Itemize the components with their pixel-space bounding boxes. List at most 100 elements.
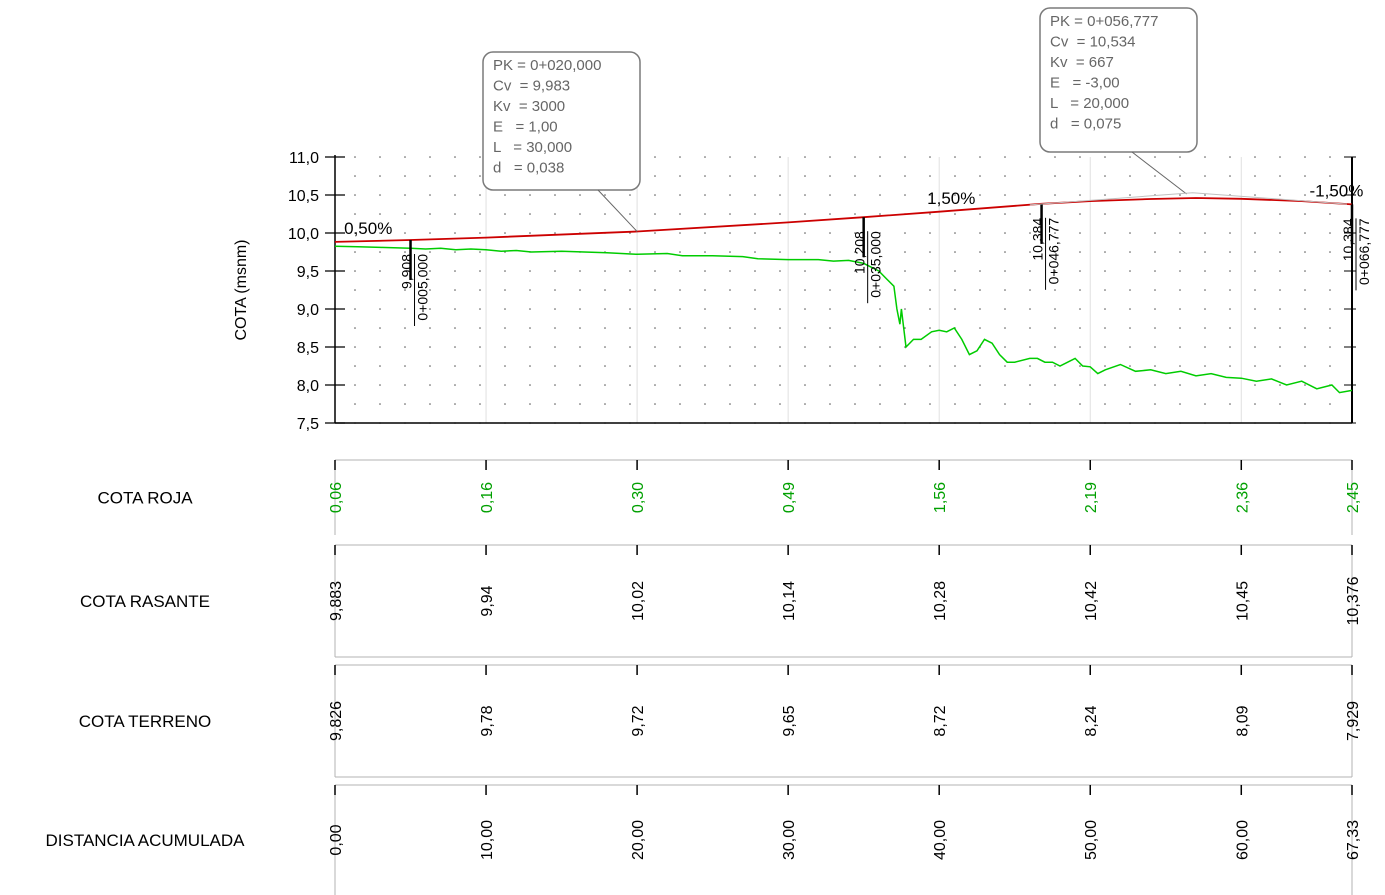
grid-dot [1154,346,1156,348]
band-value: 9,826 [328,701,345,741]
grid-dot [1104,327,1106,329]
grid-dot [1004,403,1006,405]
grid-dot [854,194,856,196]
grid-dot [854,384,856,386]
grid-dot [454,308,456,310]
grid-dot [979,194,981,196]
series-layer: 0,50% 1,50% -1,50% [334,182,1363,394]
grid-dot [1229,365,1231,367]
grid-dot [454,175,456,177]
grid-dot [1279,403,1281,405]
grid-dot [829,270,831,272]
grid-dot [954,403,956,405]
grid-dot [979,289,981,291]
grid-dot [629,365,631,367]
grid-dot [1179,194,1181,196]
y-tick-label: 7,5 [297,416,319,433]
grid-dot [1004,270,1006,272]
grid-dot [1254,308,1256,310]
grid-dot [379,213,381,215]
grid-dot [854,270,856,272]
grid-dot [629,403,631,405]
grid-dot [779,365,781,367]
grid-dot [1104,213,1106,215]
grid-dot [379,156,381,158]
grid-dot [654,346,656,348]
grid-dot [929,232,931,234]
grid-dot [704,175,706,177]
grid-dot [1004,327,1006,329]
grid-dot [804,270,806,272]
grid-dot [1029,346,1031,348]
grid-dot [904,327,906,329]
grid-dot [929,156,931,158]
grid-dot [804,384,806,386]
grid-dot [979,403,981,405]
grid-dot [1029,327,1031,329]
grid-dot [429,289,431,291]
grid-dot [1129,194,1131,196]
station-pk-label: 0+066,777 [1356,218,1372,285]
grid-dot [1204,251,1206,253]
grid-dot [704,213,706,215]
grid-dot [1179,346,1181,348]
grid-dot [579,327,581,329]
grid-dot [1329,403,1331,405]
grid-dot [1254,232,1256,234]
grid-dot [504,213,506,215]
grid-dot [804,232,806,234]
grid-dot [479,270,481,272]
curve-leader-line [597,189,638,232]
grid-dot [1079,251,1081,253]
grid-dot [779,251,781,253]
grid-dot [804,289,806,291]
grid-dot [704,403,706,405]
grid-dot [404,232,406,234]
grid-dot [1279,175,1281,177]
grid-dot [879,251,881,253]
grid-dot [754,213,756,215]
grid-dot [779,403,781,405]
grid-dot [354,213,356,215]
grid-dot [1204,384,1206,386]
grid-dot [479,403,481,405]
grid-dot [1279,251,1281,253]
grid-dot [704,308,706,310]
curve-info-line: L = 30,000 [493,139,572,156]
grid-dot [679,384,681,386]
grid-dot [1329,308,1331,310]
grid-dot [404,403,406,405]
grid-dot [1304,365,1306,367]
grid-dot [1054,270,1056,272]
grid-dot [454,270,456,272]
grid-dot [454,232,456,234]
grid-dot [954,270,956,272]
grid-dot [1154,289,1156,291]
grid-dot [654,403,656,405]
grid-dot [1279,194,1281,196]
grid-dot [879,365,881,367]
band-value: 9,94 [479,585,496,616]
grid-dot [1179,213,1181,215]
grid-dot [429,403,431,405]
band-value: 10,28 [932,581,949,621]
grid-dot [1129,327,1131,329]
grid-dot [629,308,631,310]
grid-dot [729,213,731,215]
grid-dot [404,365,406,367]
grid-dot [1254,365,1256,367]
grid-dot [1304,251,1306,253]
band-value: 40,00 [932,820,949,860]
grid-dot [654,289,656,291]
grid-dot [1054,308,1056,310]
grid-dot [1029,232,1031,234]
grid-dot [1229,327,1231,329]
grid-dot [704,289,706,291]
grid-dot [904,403,906,405]
grid-dot [704,384,706,386]
band-value: 9,65 [781,705,798,736]
grid-dot [454,327,456,329]
grid-dot [929,194,931,196]
grid-dot [1304,308,1306,310]
